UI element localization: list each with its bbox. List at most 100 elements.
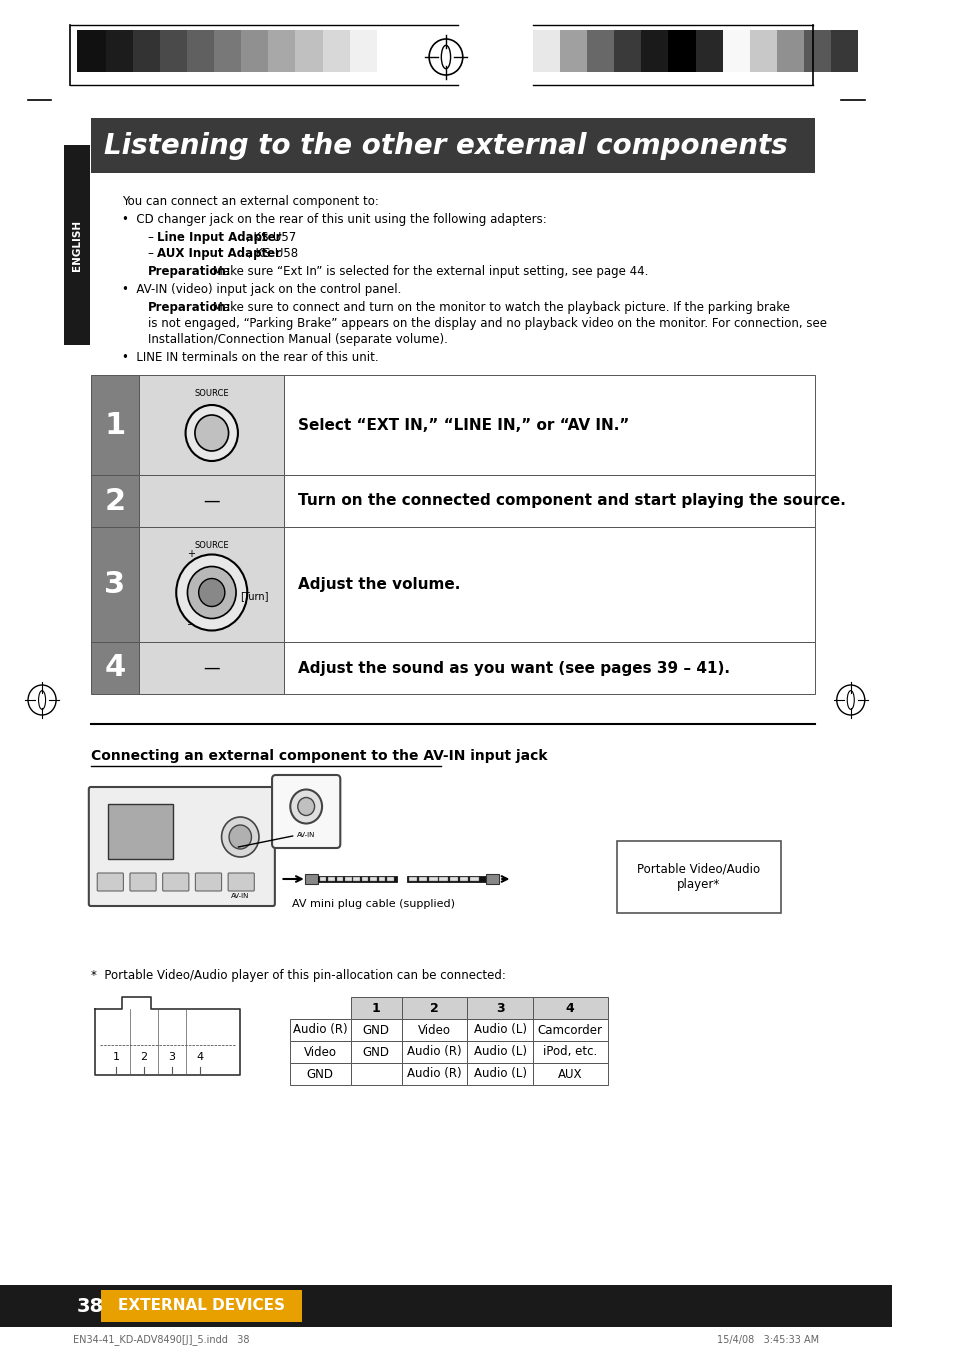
Bar (406, 876, 486, 882)
Text: SOURCE: SOURCE (194, 541, 229, 550)
Bar (304, 873, 317, 884)
Bar (350, 1019, 401, 1041)
Text: *  Portable Video/Audio player of this pin-allocation can be connected:: * Portable Video/Audio player of this pi… (91, 969, 505, 982)
Text: iPod, etc.: iPod, etc. (542, 1045, 597, 1059)
Bar (586, 30, 614, 72)
Bar (350, 1041, 401, 1063)
Bar (317, 876, 396, 882)
Text: 4: 4 (104, 653, 126, 683)
Bar (319, 877, 326, 882)
Text: 3: 3 (496, 1002, 504, 1014)
Bar (401, 1063, 467, 1086)
Bar (376, 30, 403, 72)
Bar (387, 877, 394, 882)
Bar (64, 145, 90, 345)
Bar (401, 1041, 467, 1063)
Text: Audio (L): Audio (L) (474, 1023, 526, 1037)
Text: Line Input Adapter: Line Input Adapter (157, 231, 281, 243)
Bar (284, 475, 815, 527)
Bar (91, 642, 139, 694)
Bar (776, 30, 803, 72)
Bar (370, 877, 376, 882)
Circle shape (176, 554, 247, 630)
Bar (640, 30, 668, 72)
Bar (295, 30, 322, 72)
Text: 3: 3 (104, 571, 126, 599)
Text: Adjust the volume.: Adjust the volume. (298, 577, 460, 592)
Bar (0, 1284, 891, 1328)
Bar (695, 30, 722, 72)
Bar (106, 30, 132, 72)
Text: 4: 4 (565, 1002, 574, 1014)
Text: Turn on the connected component and start playing the source.: Turn on the connected component and star… (298, 493, 845, 508)
Circle shape (187, 566, 235, 618)
Text: 1: 1 (112, 1052, 119, 1063)
Bar (722, 30, 749, 72)
Bar (284, 527, 815, 642)
Text: Listening to the other external components: Listening to the other external componen… (104, 131, 786, 160)
Text: Make sure “Ext In” is selected for the external input setting, see page 44.: Make sure “Ext In” is selected for the e… (210, 265, 648, 279)
Text: GND: GND (306, 1068, 334, 1080)
Circle shape (194, 415, 229, 452)
Bar (284, 375, 815, 475)
Text: Audio (R): Audio (R) (293, 1023, 347, 1037)
Bar (470, 877, 478, 882)
Text: GND: GND (362, 1023, 390, 1037)
Bar (322, 30, 350, 72)
Text: EN34-41_KD-ADV8490[J]_5.indd   38: EN34-41_KD-ADV8490[J]_5.indd 38 (72, 1334, 249, 1345)
Bar (378, 877, 385, 882)
FancyBboxPatch shape (89, 787, 274, 906)
Circle shape (290, 790, 322, 823)
Bar (350, 1063, 401, 1086)
Bar (139, 475, 284, 527)
Bar (467, 1063, 533, 1086)
Bar (533, 1063, 607, 1086)
Bar (345, 877, 351, 882)
Circle shape (229, 825, 252, 849)
Text: 2: 2 (430, 1002, 438, 1014)
Text: —: — (203, 492, 220, 510)
Bar (284, 642, 815, 694)
Text: •  AV-IN (video) input jack on the control panel.: • AV-IN (video) input jack on the contro… (121, 283, 400, 296)
Bar (91, 118, 815, 173)
Bar (467, 1019, 533, 1041)
Text: Installation/Connection Manual (separate volume).: Installation/Connection Manual (separate… (148, 333, 447, 346)
Text: GND: GND (362, 1045, 390, 1059)
Bar (439, 877, 447, 882)
Bar (108, 804, 172, 859)
Text: Video: Video (303, 1045, 336, 1059)
Bar (268, 30, 295, 72)
Bar (139, 527, 284, 642)
Bar (533, 996, 607, 1019)
Bar (803, 30, 830, 72)
Circle shape (297, 798, 314, 815)
Text: Preparation:: Preparation: (148, 265, 231, 279)
Bar (830, 30, 858, 72)
Bar (408, 877, 416, 882)
Text: 4: 4 (196, 1052, 203, 1063)
Bar (449, 877, 457, 882)
Bar (614, 30, 640, 72)
Bar (467, 1041, 533, 1063)
Text: 2: 2 (104, 487, 126, 515)
Bar (533, 1041, 607, 1063)
Text: Preparation:: Preparation: (148, 301, 231, 314)
Bar (350, 30, 376, 72)
Bar (401, 1019, 467, 1041)
Bar (139, 642, 284, 694)
Text: Camcorder: Camcorder (537, 1023, 602, 1037)
Text: 1: 1 (372, 1002, 380, 1014)
Text: 2: 2 (140, 1052, 148, 1063)
FancyBboxPatch shape (272, 775, 340, 848)
Bar (328, 877, 335, 882)
Bar (459, 877, 468, 882)
Text: 38: 38 (76, 1297, 104, 1315)
Bar (401, 996, 467, 1019)
Text: Audio (R): Audio (R) (407, 1045, 461, 1059)
Bar (418, 877, 427, 882)
FancyBboxPatch shape (130, 873, 156, 891)
Bar (361, 877, 368, 882)
Bar (290, 1019, 350, 1041)
Bar (101, 1290, 302, 1322)
Text: 1: 1 (104, 411, 126, 439)
